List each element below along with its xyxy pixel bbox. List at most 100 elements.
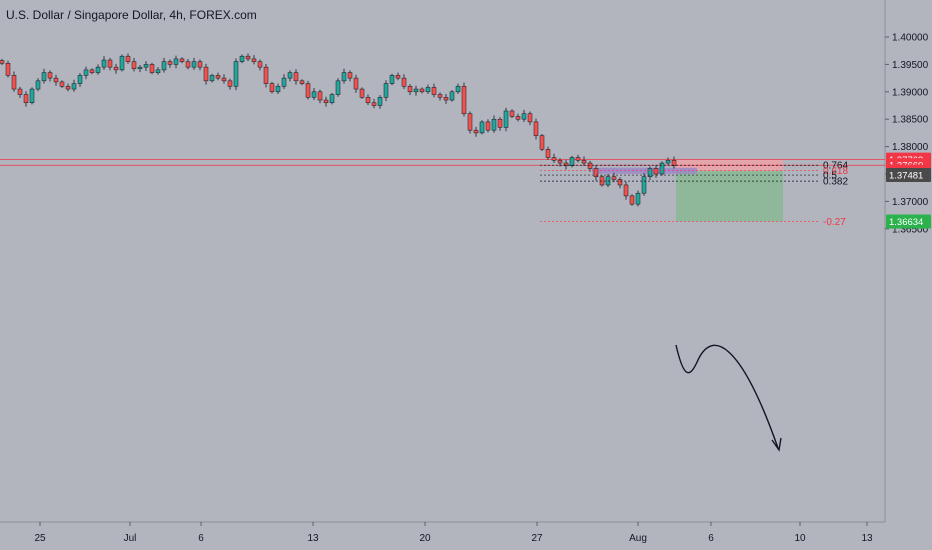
candle-body [473, 129, 479, 134]
candle-body [665, 160, 671, 164]
candle-body [353, 77, 359, 90]
candle-body [431, 87, 437, 95]
candle-body [23, 94, 29, 104]
candle-body [635, 192, 641, 205]
candle-body [341, 72, 347, 82]
candle-body [365, 97, 371, 104]
candle-body [281, 77, 287, 87]
fib-level-label: 0.764 [823, 161, 848, 172]
price-tag [886, 214, 931, 229]
time-axis-background [0, 522, 932, 550]
candle-body [593, 168, 599, 177]
candle-body [173, 58, 179, 65]
candle-body [449, 91, 455, 101]
price-tag [886, 168, 931, 183]
candle-body [161, 61, 167, 71]
candle-body [89, 69, 95, 73]
y-tick-label: 1.38000 [892, 142, 929, 153]
candle-body [491, 118, 497, 131]
candle-body [95, 66, 101, 73]
candle-body [575, 157, 581, 161]
candle-body [167, 61, 173, 65]
candle-body [311, 91, 317, 98]
projection-arrow-path [675, 344, 779, 449]
x-tick-label: 6 [708, 533, 714, 544]
y-tick-label: 1.36500 [892, 224, 929, 235]
candle-body [413, 88, 419, 93]
candle-body [485, 121, 491, 131]
candle-body [305, 83, 311, 98]
candle-body [503, 110, 509, 128]
candle-body [563, 162, 569, 167]
candle-body [221, 77, 227, 82]
candle-body [383, 83, 389, 98]
candle-body [155, 69, 161, 73]
y-tick-label: 1.38500 [892, 115, 929, 126]
candle-body [419, 88, 425, 93]
y-tick-label: 1.39000 [892, 87, 929, 98]
candle-body [653, 168, 659, 175]
candle-body [425, 87, 431, 93]
candle-body [269, 83, 275, 93]
candle-body [275, 86, 281, 93]
candle-body [461, 86, 467, 114]
x-tick-label: Aug [629, 533, 647, 544]
candle-body [437, 94, 443, 98]
candle-body [467, 113, 473, 131]
candle-body [215, 75, 221, 79]
candle-body [611, 176, 617, 180]
candle-body [569, 157, 575, 167]
candle-body [83, 69, 89, 76]
take-profit-zone [676, 170, 783, 222]
candle-body [329, 94, 335, 104]
candle-body [29, 88, 35, 104]
candle-body [659, 162, 665, 175]
candle-body [389, 75, 395, 84]
candle-body [233, 61, 239, 87]
candle-body [41, 72, 47, 82]
fib-level-label: 0.5 [823, 171, 837, 182]
candle-body [539, 135, 545, 150]
candle-body [371, 102, 377, 106]
candle-body [47, 72, 53, 79]
fib-level-label: 0.382 [823, 177, 848, 188]
candle-body [35, 80, 41, 90]
candle-body [239, 55, 245, 62]
candle-body [245, 55, 251, 60]
x-tick-label: 13 [861, 533, 873, 544]
candle-body [53, 77, 59, 83]
candle-body [0, 60, 5, 64]
fib-level-label: 0.618 [823, 166, 848, 177]
candle-body [629, 195, 635, 205]
candle-body [11, 75, 17, 90]
candle-body [377, 97, 383, 106]
candle-body [395, 75, 401, 79]
candle-body [581, 160, 587, 164]
price-tag-label: 1.36634 [889, 217, 923, 228]
y-tick-label: 1.37000 [892, 197, 929, 208]
candle-body [515, 116, 521, 120]
candle-body [197, 61, 203, 68]
candle-body [551, 157, 557, 161]
candle-body [299, 80, 305, 84]
candle-body [113, 66, 119, 71]
candle-body [407, 86, 413, 93]
candle-body [479, 121, 485, 134]
candle-body [335, 80, 341, 95]
candle-body [185, 61, 191, 68]
price-axis-background [885, 0, 932, 522]
candle-body [179, 58, 185, 62]
candle-body [59, 81, 65, 87]
candle-body [455, 86, 461, 93]
candle-body [209, 75, 215, 82]
candle-body [107, 59, 113, 68]
candle-body [137, 66, 143, 70]
x-tick-label: 6 [198, 533, 204, 544]
candle-body [149, 64, 155, 73]
candle-body [131, 61, 137, 70]
candle-body [347, 72, 353, 79]
candle-body [5, 63, 11, 76]
candle-body [203, 66, 209, 82]
candle-body [77, 75, 83, 84]
